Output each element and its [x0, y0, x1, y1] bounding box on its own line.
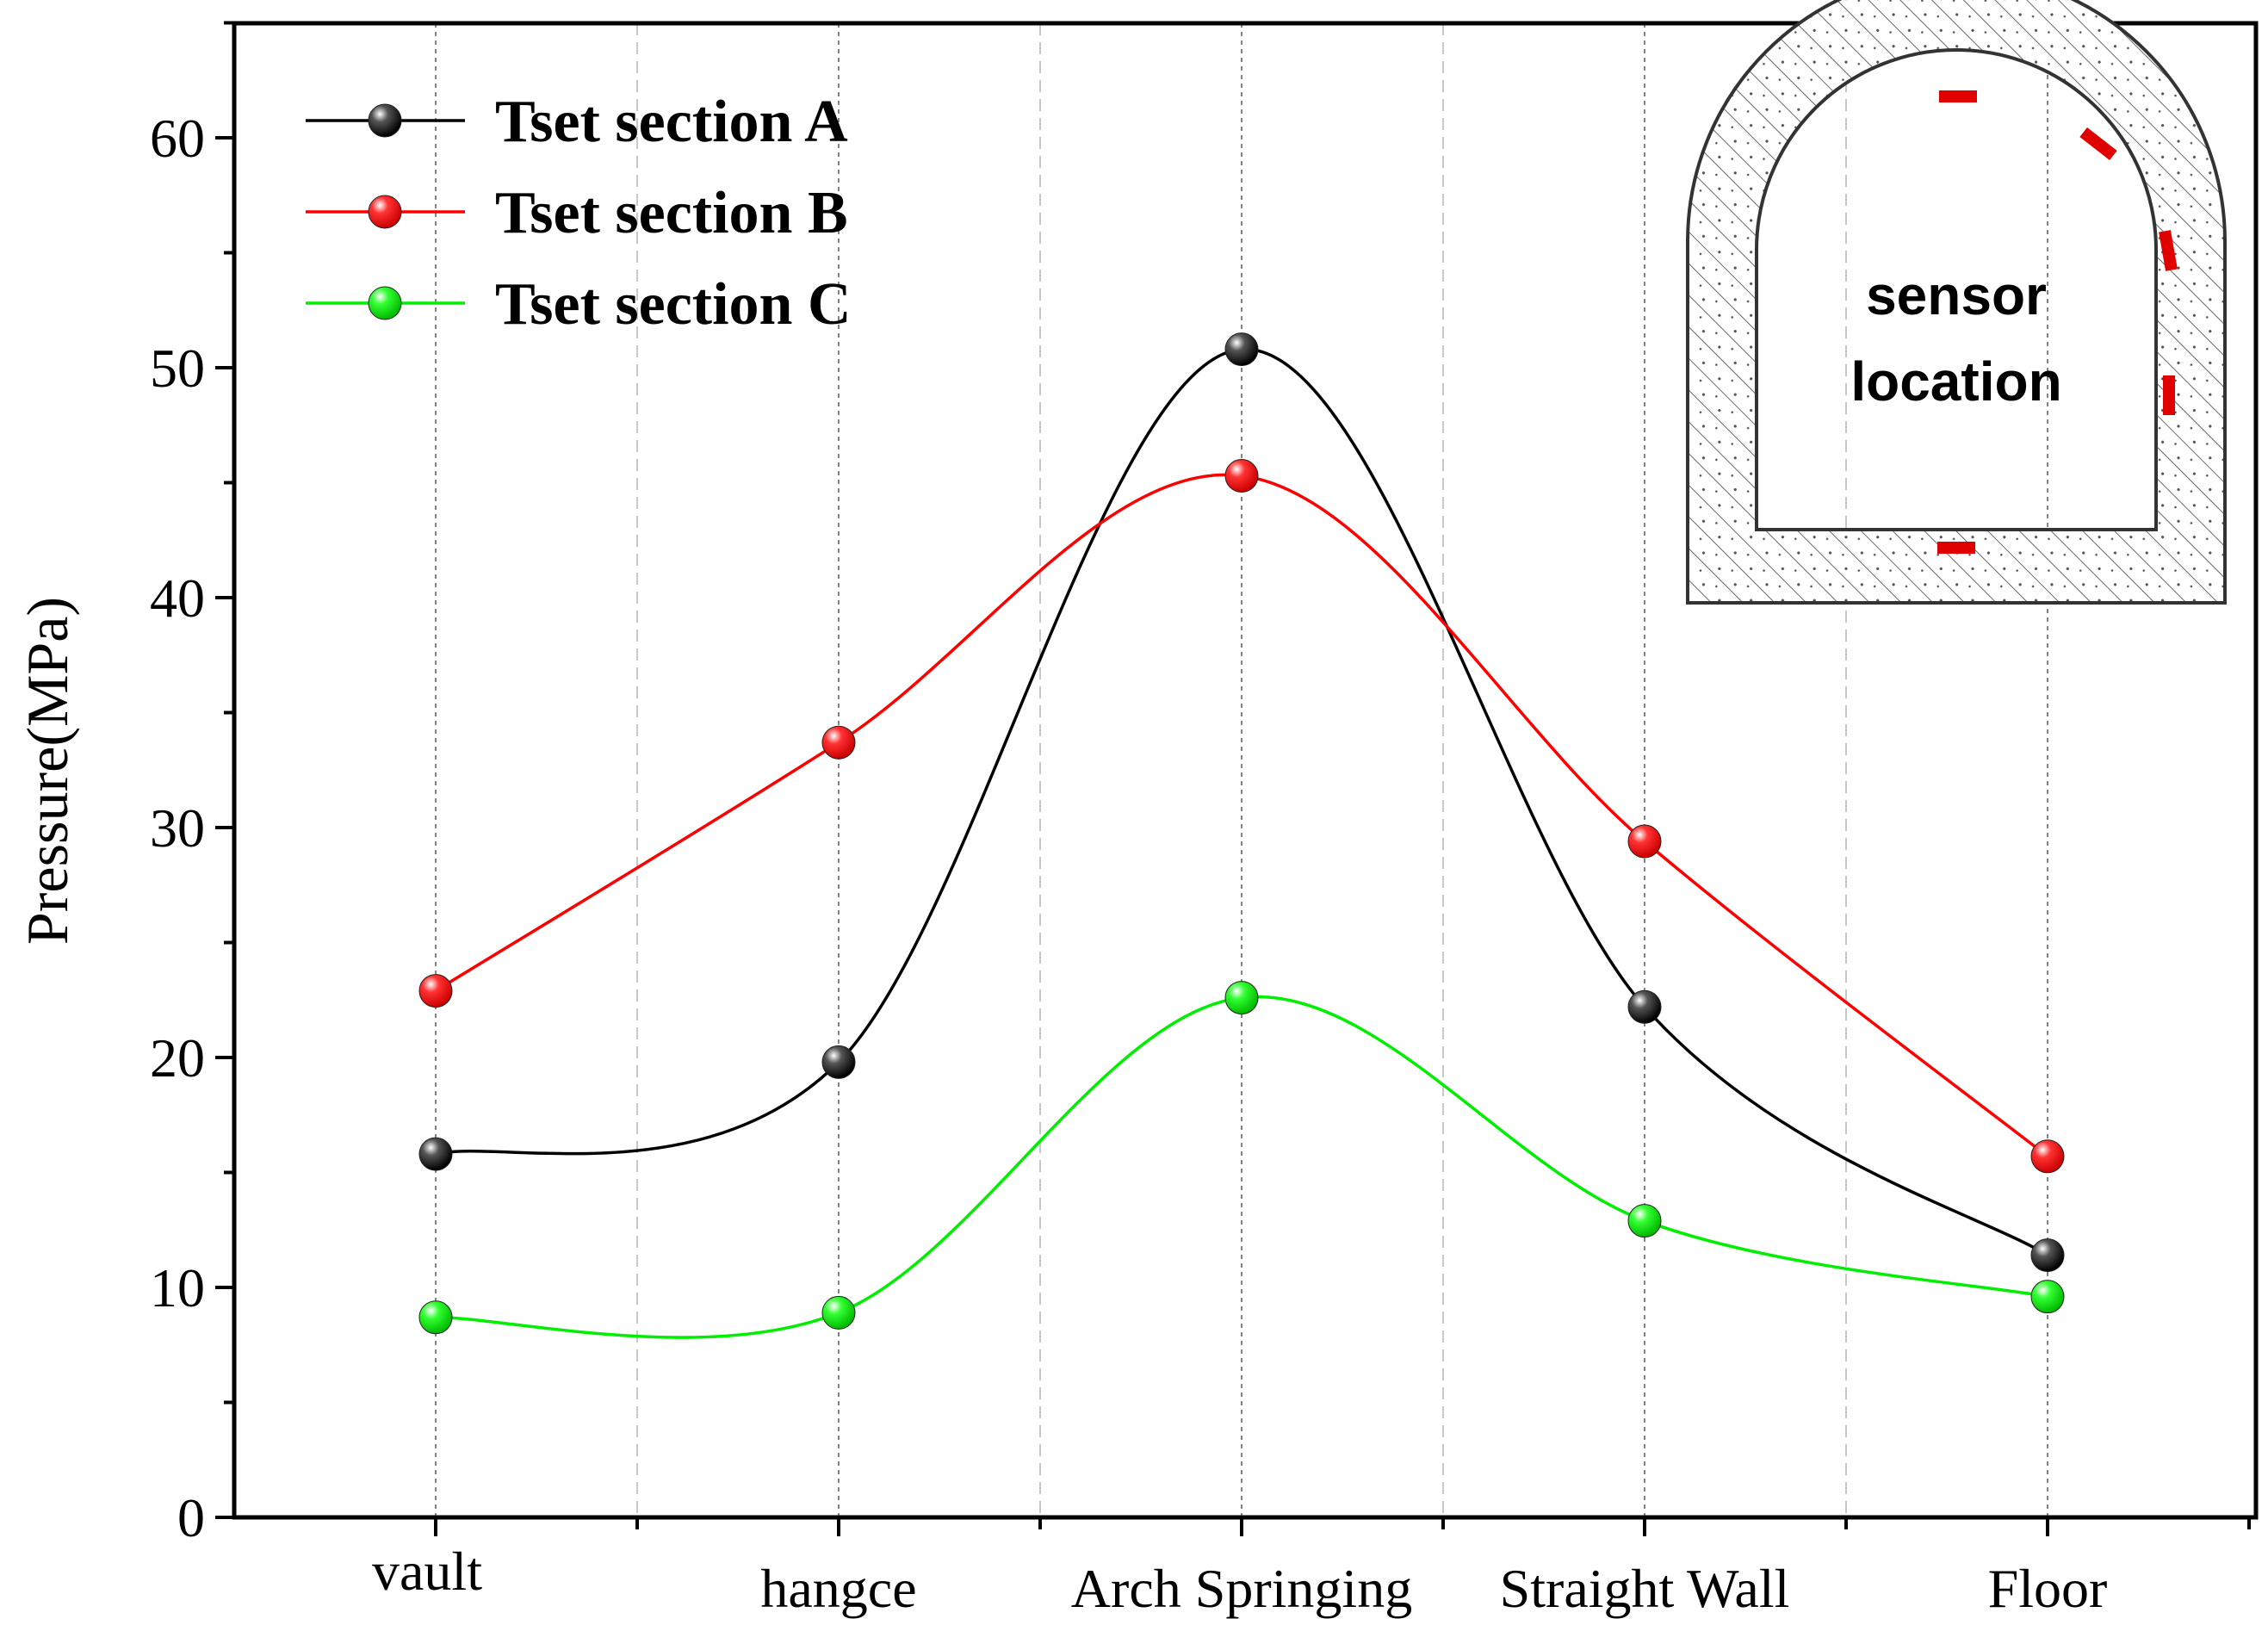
y-tick-label: 30	[150, 797, 205, 859]
y-axis: 0 10 20 30 40 50 60	[150, 21, 234, 1548]
legend-marker	[368, 286, 402, 320]
sensor-straight-wall	[2163, 375, 2175, 415]
data-point	[418, 1137, 453, 1171]
legend-marker	[368, 195, 402, 229]
sensor-arch-springing	[2159, 230, 2178, 271]
data-point	[418, 974, 453, 1008]
inset-label-location: location	[1850, 350, 2061, 412]
y-axis-label: Pressure(MPa)	[15, 597, 80, 945]
tunnel-lining	[1686, 0, 2227, 605]
sensor-vault	[1939, 90, 1977, 102]
x-tick-label: Straight Wall	[1500, 1558, 1790, 1619]
sensor-hangce	[2079, 127, 2117, 161]
legend-label: Tset section A	[495, 89, 848, 155]
y-tick-label: 40	[150, 568, 205, 629]
data-point	[1627, 989, 1662, 1024]
y-tick-label: 50	[150, 338, 205, 399]
x-tick-label: Arch Springing	[1071, 1558, 1412, 1619]
sensor-floor	[1937, 542, 1975, 554]
data-point	[821, 1295, 856, 1330]
x-tick-label: hangce	[760, 1558, 916, 1619]
legend-marker	[368, 103, 402, 138]
y-tick-label: 0	[177, 1487, 205, 1548]
data-point	[1627, 1204, 1662, 1238]
data-point	[1224, 981, 1259, 1015]
data-point	[821, 725, 856, 760]
legend-label: Tset section B	[495, 180, 848, 246]
grid-lines	[435, 23, 2048, 1517]
data-point	[2030, 1280, 2065, 1314]
data-point	[1627, 824, 1662, 859]
marker-layer	[418, 332, 2065, 1335]
x-tick-label: vault	[372, 1541, 482, 1602]
x-tick-label: Floor	[1988, 1558, 2108, 1619]
y-tick-label: 10	[150, 1257, 205, 1318]
data-point	[1224, 332, 1259, 367]
inset-label-sensor: sensor	[1866, 264, 2047, 326]
data-point	[418, 1300, 453, 1335]
data-point	[2030, 1238, 2065, 1273]
x-axis: vault hangce Arch Springing Straight Wall Fl…	[372, 1517, 2251, 1619]
plot-frame	[232, 21, 2259, 1520]
series-line-tset-section-c	[435, 995, 2048, 1339]
data-point	[2030, 1139, 2065, 1174]
legend-label: Tset section C	[495, 271, 852, 338]
data-point	[1224, 458, 1259, 493]
data-point	[821, 1045, 856, 1079]
y-tick-label: 20	[150, 1027, 205, 1089]
legend: Tset section A Tset section B Tset section…	[306, 89, 852, 338]
sensor-location-inset: sensor location	[1686, 0, 2227, 605]
y-tick-label: 60	[150, 108, 205, 169]
